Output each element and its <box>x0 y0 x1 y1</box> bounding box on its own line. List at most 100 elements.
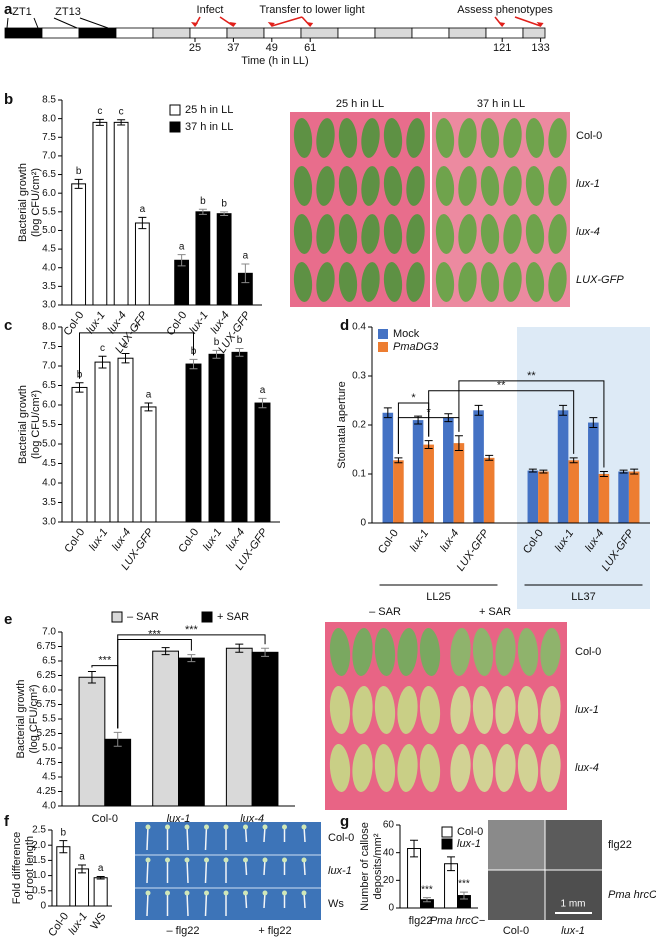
leaf <box>525 118 545 158</box>
leaf <box>495 628 516 676</box>
photo-column-label: lux-1 <box>561 925 585 937</box>
y-tick-label: 8.5 <box>42 95 56 106</box>
error-bar <box>59 840 68 854</box>
photo-quadrant <box>545 870 602 920</box>
timeline-segment <box>374 27 413 39</box>
x-tick-label: Col-0 <box>62 310 87 338</box>
shaded-region <box>517 327 650 609</box>
legend-label: – SAR <box>127 611 159 623</box>
seedling-leaf <box>282 824 287 830</box>
error-bar <box>569 457 578 464</box>
leaf <box>406 166 425 206</box>
bar <box>185 363 202 523</box>
y-tick-label: 7.0 <box>42 627 56 638</box>
leaf <box>548 166 567 206</box>
y-tick-label: 60 <box>383 820 395 831</box>
leaf <box>329 686 351 734</box>
error-bar <box>258 397 267 409</box>
error-bar <box>485 454 494 461</box>
event-arrow <box>514 16 541 27</box>
seedling-leaf <box>165 890 170 896</box>
significance-letter: a <box>179 241 185 252</box>
bar <box>527 470 539 523</box>
error-bar <box>220 211 229 217</box>
leaf <box>406 118 425 158</box>
bar <box>92 121 108 306</box>
bar <box>407 848 421 909</box>
error-bar <box>95 118 104 126</box>
timeline-tick-label: 121 <box>493 42 511 54</box>
error-bar <box>241 263 250 284</box>
seedling-leaf <box>184 857 190 863</box>
seedling-leaf <box>204 824 209 830</box>
error-bar <box>410 839 419 858</box>
photo-column-label: – SAR <box>369 606 401 618</box>
leaf <box>419 628 441 676</box>
leaf <box>316 262 335 302</box>
y-tick-label: 5.5 <box>42 714 56 725</box>
bar <box>104 738 132 807</box>
seedling-leaf <box>262 890 268 896</box>
photo-column-label: 37 h in LL <box>477 98 525 110</box>
y-tick-label: 2.0 <box>32 840 46 851</box>
y-tick-label: 1.0 <box>32 870 46 881</box>
leaf <box>435 262 455 302</box>
leaf <box>548 118 567 158</box>
timeline-segment <box>115 27 154 39</box>
error-bar <box>198 208 207 215</box>
arrow-head <box>536 22 544 27</box>
significance-bracket <box>458 380 605 468</box>
seedling-leaf <box>145 890 151 896</box>
y-tick-label: 40 <box>383 847 395 858</box>
error-bar <box>235 643 244 653</box>
event-label: Assess phenotypes <box>457 4 553 16</box>
significance-letter: *** <box>458 879 470 890</box>
bar <box>71 183 87 306</box>
photo-row-label: lux-4 <box>575 762 599 774</box>
error-bar <box>189 358 198 370</box>
photo-column-label: 25 h in LL <box>336 98 384 110</box>
leaf <box>293 214 313 254</box>
bar <box>473 410 484 523</box>
bar <box>174 259 190 306</box>
error-bar <box>474 404 483 416</box>
y-axis-label: deposits/mm² <box>372 833 384 899</box>
bar <box>483 457 495 523</box>
leaf <box>406 262 425 302</box>
timeline-segment <box>189 27 228 39</box>
y-tick-label: 0.1 <box>352 469 366 480</box>
photo-row-label: lux-1 <box>576 178 600 190</box>
panel-letter: g <box>340 813 349 830</box>
error-bar <box>383 407 392 419</box>
significance-letter: b <box>76 166 82 177</box>
significance-letter: a <box>140 204 146 215</box>
bar <box>195 211 211 306</box>
significance-bracket <box>79 332 194 379</box>
leaf <box>525 166 545 206</box>
y-tick-label: 7.0 <box>42 361 56 372</box>
y-tick-label: 5.75 <box>37 699 57 710</box>
significance-letter: a <box>243 251 249 262</box>
error-bar <box>599 471 608 477</box>
y-tick-label: 7.5 <box>42 341 56 352</box>
group-label: LL25 <box>426 591 450 603</box>
significance-letter: *** <box>421 884 433 895</box>
x-tick-label: Col-0 <box>46 911 71 939</box>
bar <box>117 357 134 523</box>
significance-letter: b <box>61 827 67 838</box>
seedling-leaf <box>243 890 248 896</box>
x-tick-label: Col-0 <box>176 527 201 555</box>
bracket-label: * <box>134 322 139 334</box>
leaf <box>338 166 358 206</box>
x-tick-label: lux-1 <box>87 527 111 553</box>
bar <box>113 121 129 306</box>
photo-row-label: flg22 <box>608 839 632 851</box>
leaf <box>397 628 418 676</box>
y-tick-label: 4.5 <box>42 244 56 255</box>
error-bar <box>117 119 126 126</box>
leaf <box>293 166 313 206</box>
leaf <box>361 262 380 302</box>
event-label: Infect <box>197 4 224 16</box>
x-tick-label: Col-0 <box>165 310 190 338</box>
photo-row-label: lux-1 <box>575 704 599 716</box>
